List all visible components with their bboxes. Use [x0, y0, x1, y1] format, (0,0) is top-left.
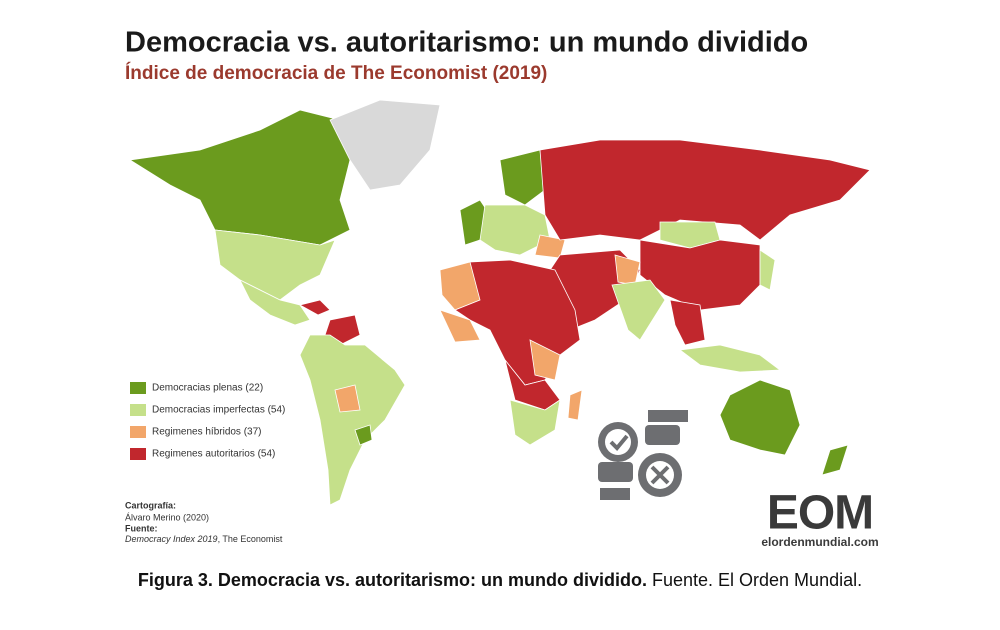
icon-part	[648, 410, 688, 422]
greenland	[329, 99, 441, 191]
legend-label: Regimenes autoritarios (54)	[152, 449, 275, 460]
legend-label: Democracias imperfectas (54)	[152, 405, 285, 416]
map-graphic: Democracia vs. autoritarismo: un mundo d…	[125, 27, 879, 550]
caption-rest: Fuente. El Orden Mundial.	[651, 570, 863, 590]
region	[669, 299, 706, 346]
legend-swatch	[130, 382, 146, 394]
region	[354, 424, 373, 446]
caption-bold: Figura 3. Democracia vs. autoritarismo: …	[137, 570, 647, 590]
region	[539, 139, 871, 241]
credit: Álvaro Merino (2020)	[125, 512, 209, 522]
region	[821, 444, 849, 476]
icon-part	[609, 434, 629, 451]
region	[334, 384, 361, 413]
credit: Democracy Index 2019, The Economist	[125, 534, 283, 544]
legend: Democracias plenas (22) Democracias imper…	[130, 382, 285, 460]
region	[299, 334, 406, 506]
legend-swatch	[130, 404, 146, 416]
region	[509, 399, 561, 446]
logo-url: elordenmundial.com	[761, 535, 878, 549]
source-title: Democracy Index 2019	[125, 534, 218, 544]
region	[499, 149, 546, 206]
region	[759, 249, 776, 291]
source-rest: , The Economist	[218, 534, 283, 544]
world-map	[128, 99, 871, 506]
region	[719, 379, 801, 456]
title: Democracia vs. autoritarismo: un mundo d…	[125, 27, 808, 59]
legend-label: Regimenes híbridos (37)	[152, 427, 262, 438]
caption: Figura 3. Democracia vs. autoritarismo: …	[0, 570, 1000, 591]
icon-part	[600, 488, 630, 500]
legend-swatch	[130, 448, 146, 460]
region	[678, 344, 782, 373]
credit-heading: Fuente:	[125, 523, 158, 533]
icon-part	[598, 462, 633, 482]
region	[239, 279, 311, 326]
region	[567, 389, 583, 421]
credit-heading: Cartografía:	[125, 500, 176, 510]
voting-icon	[598, 410, 688, 500]
region	[529, 339, 561, 381]
region	[611, 279, 666, 341]
legend-swatch	[130, 426, 146, 438]
subtitle: Índice de democracia de The Economist (2…	[125, 62, 547, 84]
logo-mark: EOM	[767, 487, 873, 540]
legend-label: Democracias plenas (22)	[152, 383, 263, 394]
region	[614, 254, 641, 286]
region	[128, 109, 351, 246]
icon-part	[650, 465, 670, 485]
region	[439, 309, 481, 343]
icon-part	[605, 429, 631, 455]
region	[298, 299, 331, 316]
region	[479, 204, 551, 256]
icon-part	[645, 425, 680, 445]
